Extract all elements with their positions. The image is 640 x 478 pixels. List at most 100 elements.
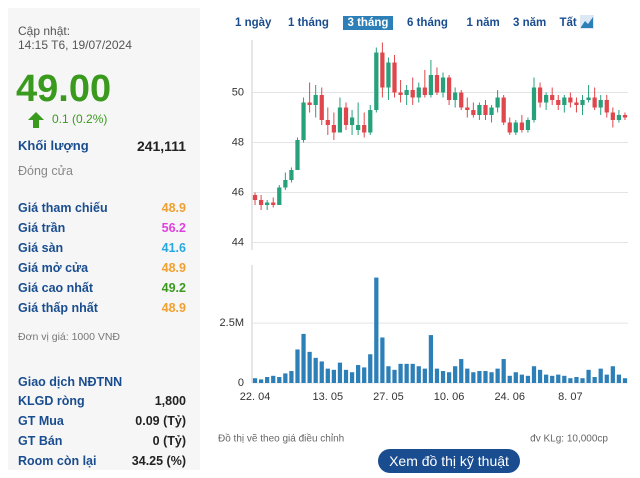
- volume-bar: [574, 377, 579, 383]
- candle-body: [368, 110, 373, 133]
- up-arrow: [28, 112, 44, 128]
- price-row: Giá cao nhất 49.2: [18, 281, 186, 295]
- price-row: Giá trần 56.2: [18, 221, 186, 235]
- volume-bar: [465, 368, 470, 383]
- volume-bar: [610, 366, 615, 383]
- candle-body: [592, 97, 597, 108]
- volume-bar: [422, 368, 427, 383]
- volume-bar: [580, 378, 585, 383]
- candle-body: [374, 52, 379, 110]
- candle-body: [301, 102, 306, 140]
- price-value: 48.9: [161, 301, 186, 315]
- candle-body: [580, 100, 585, 105]
- price-change: 0.1 (0.2%): [52, 112, 108, 126]
- candle-body: [428, 75, 434, 95]
- candle-body: [404, 90, 409, 95]
- volume-bar: [265, 377, 270, 383]
- volume-row: Khối lượng 241,111: [18, 138, 186, 154]
- candle-body: [277, 187, 282, 205]
- volume-bar: [489, 372, 494, 383]
- candle-body: [586, 97, 591, 100]
- volume-bar: [398, 363, 403, 383]
- price-value: 48.9: [161, 201, 186, 215]
- candle-body: [410, 90, 415, 98]
- volume-bar: [277, 377, 282, 383]
- price-label: Giá cao nhất: [18, 281, 94, 295]
- candle-body: [598, 100, 603, 108]
- volume-bar: [271, 375, 276, 383]
- volume-bar: [410, 363, 415, 383]
- quote-panel: Cập nhật: 14:15 T6, 19/07/2024 49.00 0.1…: [8, 8, 200, 470]
- range-tab[interactable]: 6 tháng: [407, 17, 448, 29]
- price-label: Giá trần: [18, 221, 66, 235]
- candle-body: [295, 140, 300, 170]
- y-tick-label: 50: [232, 86, 244, 98]
- volume-bar: [343, 369, 349, 383]
- candle-body: [380, 52, 385, 88]
- price-value: 41.6: [161, 241, 186, 255]
- volume-bar: [483, 371, 488, 383]
- candle-body: [495, 97, 500, 108]
- price-row: Giá mở cửa 48.9: [18, 261, 186, 275]
- range-tab[interactable]: 3 năm: [513, 17, 547, 29]
- price: 49.00: [16, 68, 112, 110]
- candle-body: [604, 100, 609, 113]
- candle-body: [519, 122, 524, 130]
- x-tick-label: 27. 05: [373, 391, 404, 403]
- y-tick-label: 46: [232, 186, 244, 198]
- candle-body: [258, 200, 264, 205]
- range-tab[interactable]: 1 năm: [466, 17, 500, 29]
- volume-bar: [368, 354, 373, 383]
- volume-bar: [622, 378, 628, 383]
- foreign-value: 34.25 (%): [131, 454, 186, 468]
- foreign-value: 1,800: [154, 394, 186, 408]
- candle-body: [610, 112, 615, 120]
- volume-bar: [313, 357, 318, 383]
- foreign-row: KLGD ròng 1,800: [18, 394, 186, 408]
- candle-body: [265, 202, 270, 205]
- chart-icon[interactable]: [580, 15, 594, 29]
- volume-bar: [616, 374, 622, 383]
- candle-body: [362, 125, 367, 133]
- volume-value: 241,111: [136, 138, 186, 154]
- volume-bar: [477, 371, 482, 383]
- y-tick-label: 0: [238, 377, 244, 389]
- technical-chart-button[interactable]: Xem đồ thị kỹ thuật: [378, 449, 520, 473]
- y-tick-label: 44: [232, 236, 244, 248]
- foreign-label: Room còn lại: [18, 454, 97, 468]
- candle-body: [501, 97, 506, 123]
- volume-bar: [289, 371, 294, 383]
- candle-body: [356, 125, 361, 130]
- candle-body: [416, 87, 421, 98]
- candle-body: [422, 87, 427, 95]
- candle-body: [271, 202, 276, 205]
- volume-bar: [550, 375, 555, 383]
- range-tab[interactable]: 1 tháng: [288, 17, 329, 29]
- candle-body: [471, 110, 476, 115]
- range-tab[interactable]: 1 ngày: [235, 17, 272, 29]
- candle-body: [289, 170, 294, 180]
- foreign-label: GT Mua: [18, 414, 64, 428]
- volume-bar: [446, 372, 452, 383]
- candle-body: [440, 77, 446, 93]
- volume-bar: [392, 369, 397, 383]
- y-tick-label: 48: [232, 136, 244, 148]
- volume-bar: [586, 369, 591, 383]
- price-row: Giá sàn 41.6: [18, 241, 186, 255]
- volume-bar: [471, 372, 476, 383]
- y-tick-label: 2.5M: [220, 317, 244, 329]
- range-tab[interactable]: 3 tháng: [342, 16, 394, 30]
- foreign-title: Giao dịch NĐTNN: [18, 375, 123, 389]
- candle-body: [465, 107, 470, 110]
- candle-body: [319, 95, 324, 120]
- volume-bar: [434, 368, 440, 383]
- volume-bar: [404, 363, 409, 383]
- volume-bar: [331, 369, 336, 383]
- price-value: 49.2: [161, 281, 186, 295]
- volume-bar: [349, 372, 355, 383]
- volume-bar: [307, 351, 312, 383]
- volume-bar: [519, 374, 524, 383]
- foreign-value: 0 (Tỷ): [152, 434, 186, 448]
- candle-body: [343, 107, 349, 125]
